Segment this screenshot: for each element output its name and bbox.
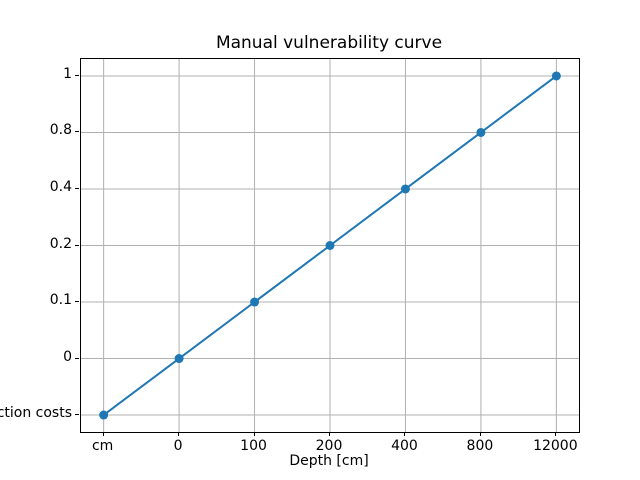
x-tick-mark [555,432,557,436]
x-tick-mark [479,432,481,436]
y-tick-mark [75,414,79,416]
y-tick-mark [75,301,79,302]
x-tick-mark [178,432,180,436]
x-tick-mark [253,432,255,436]
x-tick-mark [102,432,104,436]
y-tick-label: 0.1 [49,292,72,308]
data-point-marker [400,184,410,194]
y-tick-label: 1 [63,65,72,82]
x-tick-label: 100 [240,438,267,454]
x-tick-label: cm [91,438,114,454]
y-tick-mark [75,244,79,246]
data-point-marker [325,241,335,250]
x-tick-mark [404,432,406,436]
x-tick-label: 400 [391,438,418,454]
y-tick-mark [75,187,79,189]
data-point-marker [250,297,260,307]
data-point-marker [476,127,486,137]
x-tick-label: 12000 [533,438,578,454]
y-tick-label: 0 [63,348,72,365]
data-point-marker [174,354,184,364]
chart-title: Manual vulnerability curve [215,33,443,53]
x-tick-mark [329,432,330,436]
x-tick-label: 0 [173,438,183,454]
data-point-marker [99,410,109,420]
data-point-marker [551,71,561,81]
x-tick-label: 800 [466,438,494,454]
x-tick-label: 200 [315,438,343,454]
y-tick-label: 0.8 [49,122,72,139]
y-tick-mark [75,74,79,76]
y-tick-mark [75,357,79,359]
y-tick-label: 0.4 [49,178,72,195]
x-axis-label: Depth [cm] [289,453,369,469]
plot-area [80,58,580,433]
y-tick-mark [75,131,79,133]
y-tick-label: ction costs [0,405,72,422]
line-plot-canvas [81,59,579,432]
y-tick-label: 0.2 [49,235,72,252]
